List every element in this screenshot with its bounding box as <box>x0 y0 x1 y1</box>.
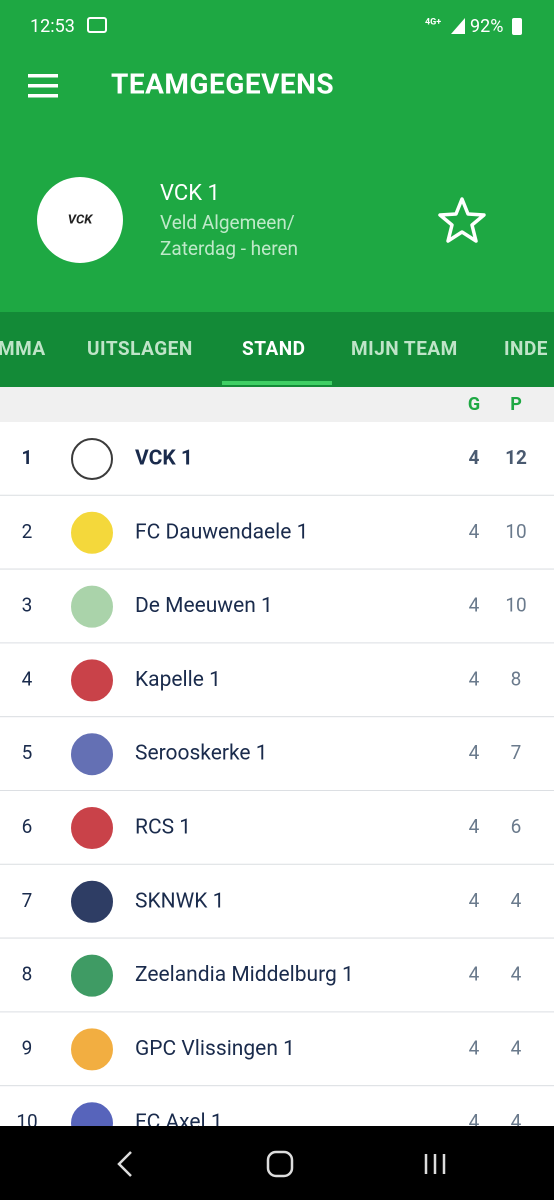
team-name[interactable]: Kapelle 1 <box>135 668 221 692</box>
points: 10 <box>505 594 526 617</box>
rank: 4 <box>22 667 33 690</box>
signal-icon <box>451 18 465 34</box>
team-logo-text: VCK <box>68 212 94 227</box>
tab[interactable]: MMA <box>0 337 46 360</box>
points: 4 <box>511 1036 522 1059</box>
table-header <box>0 387 554 422</box>
tab-indicator <box>222 381 332 385</box>
games: 4 <box>469 1110 480 1133</box>
games: 4 <box>469 520 480 543</box>
status-time: 12:53 <box>30 16 75 37</box>
team-name[interactable]: RCS 1 <box>135 816 191 840</box>
rank: 7 <box>22 889 33 912</box>
team-name: VCK 1 <box>160 181 220 206</box>
tab[interactable]: UITSLAGEN <box>87 337 193 360</box>
team-logo <box>37 177 123 263</box>
home-button[interactable] <box>266 1150 294 1178</box>
tab-bar <box>0 312 554 387</box>
club-logo <box>71 1028 113 1071</box>
games: 4 <box>469 889 480 912</box>
tab[interactable]: STAND <box>242 337 306 360</box>
games: 4 <box>469 1036 480 1059</box>
points: 4 <box>511 889 522 912</box>
nav-background <box>0 1126 554 1200</box>
tab[interactable]: INDE <box>504 337 548 360</box>
points: 12 <box>505 446 527 469</box>
games: 4 <box>469 741 480 764</box>
favorite-button[interactable] <box>438 197 486 243</box>
points: 4 <box>511 1110 522 1133</box>
nav-bar <box>0 1126 554 1200</box>
rank: 1 <box>22 446 33 469</box>
points: 10 <box>505 520 526 543</box>
club-logo <box>71 733 113 776</box>
points: 8 <box>511 667 522 690</box>
rank: 2 <box>22 520 33 543</box>
club-logo <box>71 807 113 849</box>
club-logo <box>71 511 113 554</box>
team-name[interactable]: Zeelandia Middelburg 1 <box>135 963 354 987</box>
team-name[interactable]: FC Dauwendaele 1 <box>135 520 308 544</box>
club-logo <box>71 954 113 997</box>
games: 4 <box>469 815 480 838</box>
column-header: P <box>510 394 522 415</box>
club-logo <box>71 438 113 480</box>
tab[interactable]: MIJN TEAM <box>351 337 458 360</box>
status-network: 4G+ <box>425 17 441 27</box>
points: 4 <box>511 963 522 986</box>
header-bg <box>0 0 554 312</box>
team-name[interactable]: SKNWK 1 <box>135 889 224 913</box>
team-category: Zaterdag - heren <box>160 237 298 260</box>
status-battery: 92% <box>470 16 503 37</box>
club-logo <box>71 585 113 628</box>
battery-icon <box>512 18 522 35</box>
back-button[interactable] <box>117 1151 132 1177</box>
team-name[interactable]: GPC Vlissingen 1 <box>135 1037 295 1061</box>
team-name[interactable]: VCK 1 <box>135 447 193 471</box>
club-logo <box>71 880 113 923</box>
column-header: G <box>468 394 480 415</box>
team-name[interactable]: De Meeuwen 1 <box>135 594 273 618</box>
rank: 3 <box>22 594 33 617</box>
menu-button[interactable] <box>28 74 58 98</box>
points: 7 <box>511 741 522 764</box>
rank: 8 <box>22 963 33 986</box>
games: 4 <box>469 667 480 690</box>
games: 4 <box>469 594 480 617</box>
rank: 5 <box>22 741 33 764</box>
rank: 6 <box>22 815 33 838</box>
team-name[interactable]: Serooskerke 1 <box>135 742 268 766</box>
app-title: TEAMGEGEVENS <box>111 67 334 100</box>
games: 4 <box>469 446 480 469</box>
club-logo <box>71 659 113 702</box>
rank: 9 <box>22 1036 33 1059</box>
games: 4 <box>469 963 480 986</box>
team-category: Veld Algemeen/ <box>160 211 295 234</box>
status-icon <box>87 17 107 33</box>
points: 6 <box>511 815 522 838</box>
recents-button[interactable] <box>424 1154 446 1174</box>
